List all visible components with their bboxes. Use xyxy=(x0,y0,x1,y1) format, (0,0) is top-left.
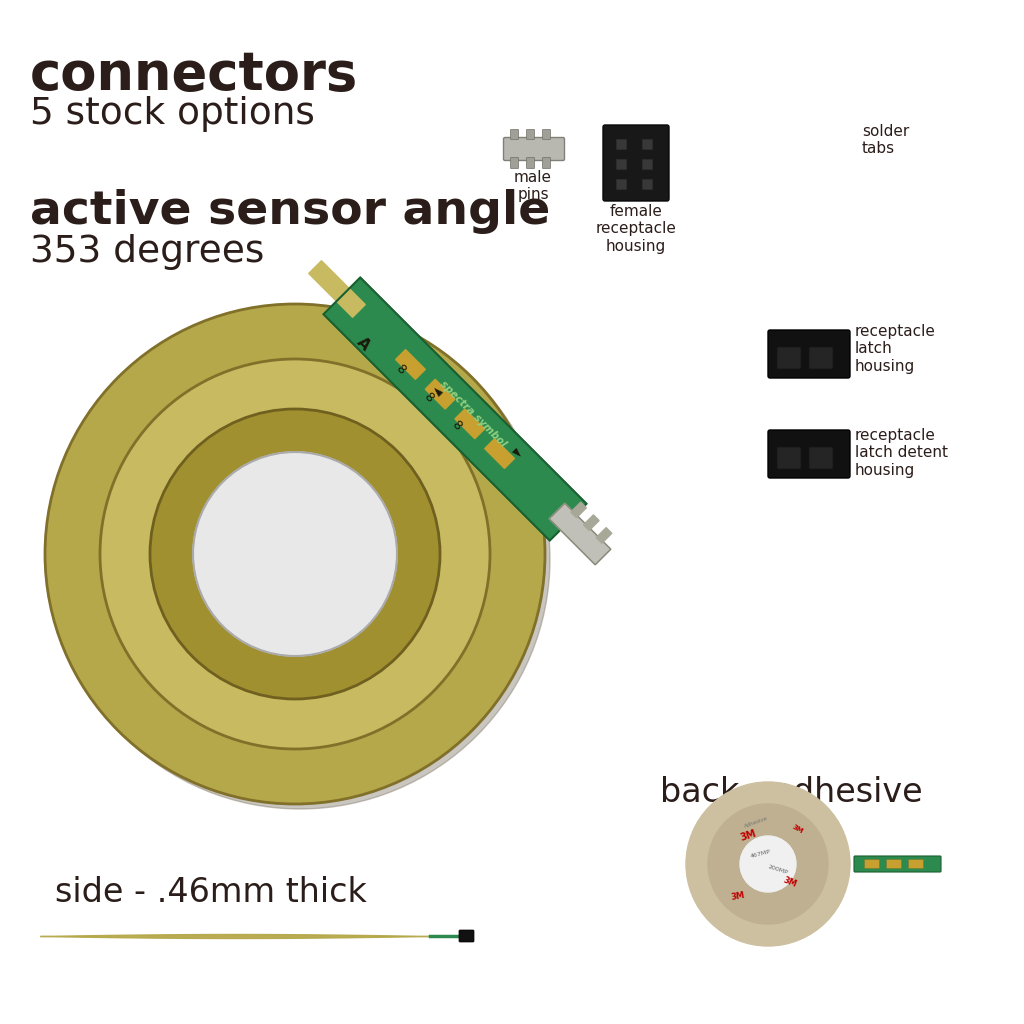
Text: 200MP: 200MP xyxy=(767,864,788,876)
Polygon shape xyxy=(596,527,611,543)
Text: 3M: 3M xyxy=(792,823,805,835)
Text: back - adhesive: back - adhesive xyxy=(660,776,923,809)
Text: female
receptacle
housing: female receptacle housing xyxy=(596,204,677,254)
Polygon shape xyxy=(455,409,484,438)
FancyBboxPatch shape xyxy=(777,347,801,369)
FancyBboxPatch shape xyxy=(603,125,669,201)
Circle shape xyxy=(740,836,796,892)
Text: male
pins: male pins xyxy=(514,170,552,203)
FancyBboxPatch shape xyxy=(543,129,551,139)
Text: 353 degrees: 353 degrees xyxy=(30,234,264,270)
Polygon shape xyxy=(484,438,514,468)
FancyBboxPatch shape xyxy=(504,137,564,161)
Polygon shape xyxy=(570,502,587,518)
Text: 8: 8 xyxy=(449,418,464,432)
Polygon shape xyxy=(324,278,587,541)
FancyBboxPatch shape xyxy=(642,139,653,150)
FancyBboxPatch shape xyxy=(854,856,941,872)
FancyBboxPatch shape xyxy=(864,860,880,868)
FancyBboxPatch shape xyxy=(526,158,535,169)
FancyBboxPatch shape xyxy=(768,330,850,378)
Circle shape xyxy=(100,359,490,749)
Text: 3M: 3M xyxy=(730,890,745,902)
Text: Adhesive: Adhesive xyxy=(743,815,769,828)
Polygon shape xyxy=(584,515,599,530)
Text: 3M: 3M xyxy=(781,876,798,889)
Text: 3M: 3M xyxy=(738,828,758,844)
FancyBboxPatch shape xyxy=(777,447,801,469)
Text: connectors: connectors xyxy=(30,49,358,101)
Polygon shape xyxy=(549,503,610,565)
Text: active sensor angle: active sensor angle xyxy=(30,189,550,234)
FancyBboxPatch shape xyxy=(642,159,653,170)
Text: 8: 8 xyxy=(392,361,408,377)
Text: spectra symbol: spectra symbol xyxy=(438,379,508,449)
Text: ►: ► xyxy=(509,445,525,461)
Circle shape xyxy=(686,782,850,946)
FancyBboxPatch shape xyxy=(511,129,518,139)
FancyBboxPatch shape xyxy=(511,158,518,169)
FancyBboxPatch shape xyxy=(809,447,833,469)
FancyBboxPatch shape xyxy=(642,179,653,189)
Polygon shape xyxy=(395,349,425,379)
Text: receptacle
latch
housing: receptacle latch housing xyxy=(855,324,936,374)
Circle shape xyxy=(150,409,440,699)
Text: 8: 8 xyxy=(421,389,435,404)
FancyBboxPatch shape xyxy=(809,347,833,369)
FancyBboxPatch shape xyxy=(616,139,627,150)
FancyBboxPatch shape xyxy=(768,430,850,478)
Text: 5 stock options: 5 stock options xyxy=(30,96,314,132)
FancyBboxPatch shape xyxy=(616,179,627,189)
Polygon shape xyxy=(308,261,366,317)
Text: receptacle
latch detent
housing: receptacle latch detent housing xyxy=(855,428,948,478)
FancyBboxPatch shape xyxy=(526,129,535,139)
Text: A: A xyxy=(353,335,373,353)
Circle shape xyxy=(193,452,397,656)
Text: 467MP: 467MP xyxy=(750,849,771,859)
Polygon shape xyxy=(425,379,455,409)
Circle shape xyxy=(45,304,545,804)
Text: side - .46mm thick: side - .46mm thick xyxy=(55,876,367,908)
FancyBboxPatch shape xyxy=(616,159,627,170)
FancyBboxPatch shape xyxy=(459,930,474,942)
FancyBboxPatch shape xyxy=(887,860,901,868)
FancyBboxPatch shape xyxy=(908,860,924,868)
Circle shape xyxy=(50,309,550,809)
FancyBboxPatch shape xyxy=(543,158,551,169)
Text: ◄: ◄ xyxy=(429,383,445,399)
Circle shape xyxy=(708,804,828,924)
Text: solder
tabs: solder tabs xyxy=(862,124,909,157)
